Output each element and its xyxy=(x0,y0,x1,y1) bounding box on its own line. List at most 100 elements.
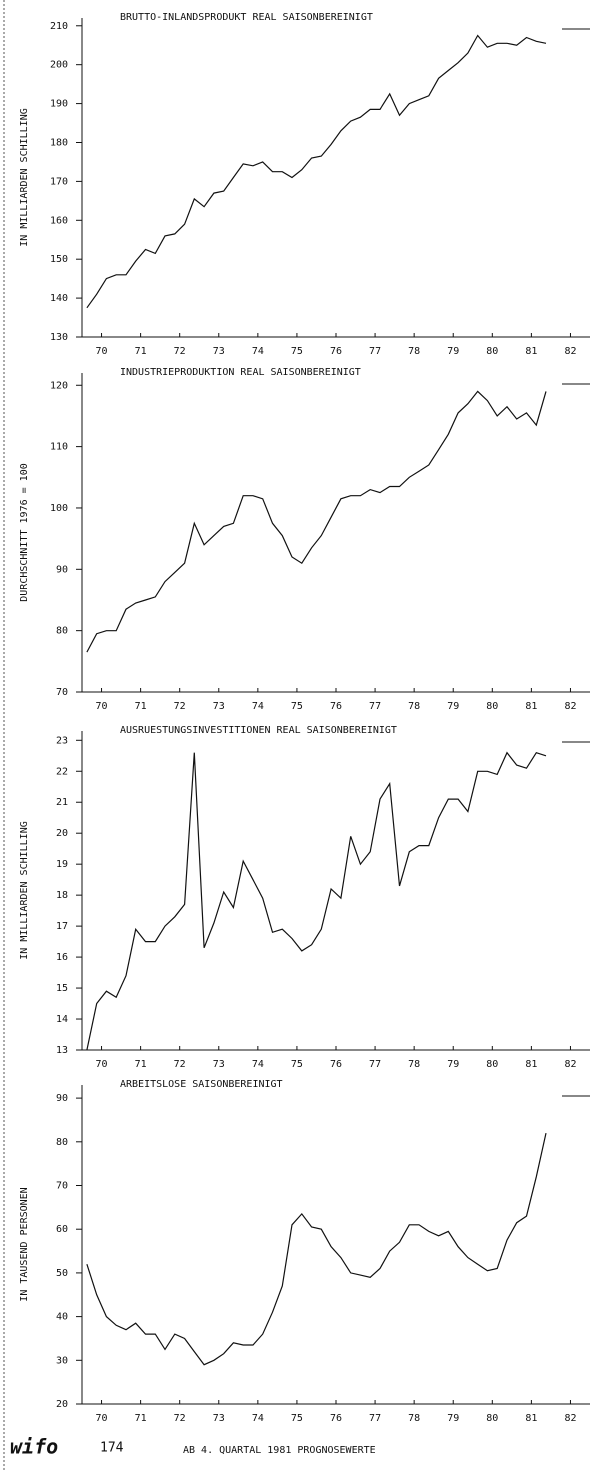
y-tick-label: 21 xyxy=(56,797,68,808)
y-tick-label: 30 xyxy=(56,1355,68,1366)
y-tick-label: 140 xyxy=(50,293,68,304)
x-tick-label: 79 xyxy=(447,1413,459,1424)
y-tick-label: 200 xyxy=(50,60,68,71)
y-tick-label: 20 xyxy=(56,828,68,839)
x-tick-label: 75 xyxy=(291,1059,303,1070)
x-tick-label: 76 xyxy=(330,1059,342,1070)
data-line xyxy=(86,751,547,1051)
x-tick-label: 70 xyxy=(96,1413,108,1424)
x-tick-label: 80 xyxy=(486,1413,498,1424)
y-tick-label: 16 xyxy=(56,952,68,963)
x-tick-label: 81 xyxy=(525,1413,537,1424)
x-tick-label: 78 xyxy=(408,346,420,357)
y-tick-label: 160 xyxy=(50,215,68,226)
x-tick-label: 74 xyxy=(252,346,264,357)
x-tick-label: 77 xyxy=(369,701,381,712)
y-tick-label: 80 xyxy=(56,626,68,637)
x-tick-label: 70 xyxy=(96,346,108,357)
x-tick-label: 73 xyxy=(213,1059,225,1070)
x-tick-label: 77 xyxy=(369,346,381,357)
x-tick-label: 82 xyxy=(564,1059,576,1070)
y-tick-label: 210 xyxy=(50,21,68,32)
data-line xyxy=(86,34,547,309)
x-tick-label: 71 xyxy=(135,1413,147,1424)
x-tick-label: 71 xyxy=(135,346,147,357)
x-tick-label: 72 xyxy=(174,346,186,357)
y-tick-label: 80 xyxy=(56,1137,68,1148)
x-tick-label: 73 xyxy=(213,1413,225,1424)
y-tick-label: 23 xyxy=(56,735,68,746)
footnote: AB 4. QUARTAL 1981 PROGNOSEWERTE xyxy=(183,1445,376,1456)
x-tick-label: 74 xyxy=(252,1413,264,1424)
page-number: 174 xyxy=(100,1441,124,1456)
y-axis-label: IN TAUSEND PERSONEN xyxy=(19,1187,30,1301)
y-tick-label: 17 xyxy=(56,921,68,932)
y-tick-label: 190 xyxy=(50,99,68,110)
x-tick-label: 82 xyxy=(564,701,576,712)
y-tick-label: 18 xyxy=(56,890,68,901)
y-tick-label: 170 xyxy=(50,176,68,187)
data-line xyxy=(86,390,547,653)
chart-title: AUSRUESTUNGSINVESTITIONEN REAL SAISONBER… xyxy=(120,725,397,736)
y-tick-label: 15 xyxy=(56,983,68,994)
x-tick-label: 76 xyxy=(330,701,342,712)
x-tick-label: 74 xyxy=(252,1059,264,1070)
x-tick-label: 80 xyxy=(486,1059,498,1070)
x-tick-label: 79 xyxy=(447,346,459,357)
y-tick-label: 70 xyxy=(56,687,68,698)
chart-title: ARBEITSLOSE SAISONBEREINIGT xyxy=(120,1079,283,1090)
y-tick-label: 100 xyxy=(50,503,68,514)
y-tick-label: 120 xyxy=(50,380,68,391)
x-tick-label: 71 xyxy=(135,1059,147,1070)
y-tick-label: 13 xyxy=(56,1045,68,1056)
y-tick-label: 130 xyxy=(50,332,68,343)
x-tick-label: 75 xyxy=(291,346,303,357)
y-tick-label: 90 xyxy=(56,1093,68,1104)
y-tick-label: 19 xyxy=(56,859,68,870)
x-tick-label: 81 xyxy=(525,346,537,357)
y-tick-label: 60 xyxy=(56,1224,68,1235)
x-tick-label: 70 xyxy=(96,1059,108,1070)
x-tick-label: 70 xyxy=(96,701,108,712)
x-tick-label: 72 xyxy=(174,1059,186,1070)
x-tick-label: 78 xyxy=(408,1413,420,1424)
x-tick-label: 71 xyxy=(135,701,147,712)
y-tick-label: 22 xyxy=(56,766,68,777)
x-tick-label: 78 xyxy=(408,701,420,712)
y-tick-label: 90 xyxy=(56,564,68,575)
y-axis-label: DURCHSCHNITT 1976 = 100 xyxy=(19,463,30,601)
y-tick-label: 150 xyxy=(50,254,68,265)
x-tick-label: 75 xyxy=(291,701,303,712)
x-tick-label: 80 xyxy=(486,701,498,712)
y-axis-label: IN MILLIARDEN SCHILLING xyxy=(19,821,30,959)
x-tick-label: 76 xyxy=(330,346,342,357)
x-tick-label: 80 xyxy=(486,346,498,357)
x-tick-label: 72 xyxy=(174,701,186,712)
y-tick-label: 20 xyxy=(56,1399,68,1410)
x-tick-label: 76 xyxy=(330,1413,342,1424)
y-tick-label: 70 xyxy=(56,1181,68,1192)
x-tick-label: 79 xyxy=(447,1059,459,1070)
x-tick-label: 74 xyxy=(252,701,264,712)
x-tick-label: 82 xyxy=(564,1413,576,1424)
x-tick-label: 77 xyxy=(369,1413,381,1424)
y-tick-label: 14 xyxy=(56,1014,68,1025)
x-tick-label: 77 xyxy=(369,1059,381,1070)
x-tick-label: 81 xyxy=(525,701,537,712)
x-tick-label: 82 xyxy=(564,346,576,357)
y-tick-label: 40 xyxy=(56,1312,68,1323)
x-tick-label: 72 xyxy=(174,1413,186,1424)
x-tick-label: 73 xyxy=(213,701,225,712)
chart-title: BRUTTO-INLANDSPRODUKT REAL SAISONBEREINI… xyxy=(120,12,373,23)
x-tick-label: 81 xyxy=(525,1059,537,1070)
logo: wifo xyxy=(10,1435,58,1459)
x-tick-label: 78 xyxy=(408,1059,420,1070)
data-line xyxy=(86,1132,547,1366)
chart-title: INDUSTRIEPRODUKTION REAL SAISONBEREINIGT xyxy=(120,367,361,378)
x-tick-label: 73 xyxy=(213,346,225,357)
x-tick-label: 75 xyxy=(291,1413,303,1424)
y-axis-label: IN MILLIARDEN SCHILLING xyxy=(19,108,30,246)
y-tick-label: 50 xyxy=(56,1268,68,1279)
y-tick-label: 110 xyxy=(50,442,68,453)
